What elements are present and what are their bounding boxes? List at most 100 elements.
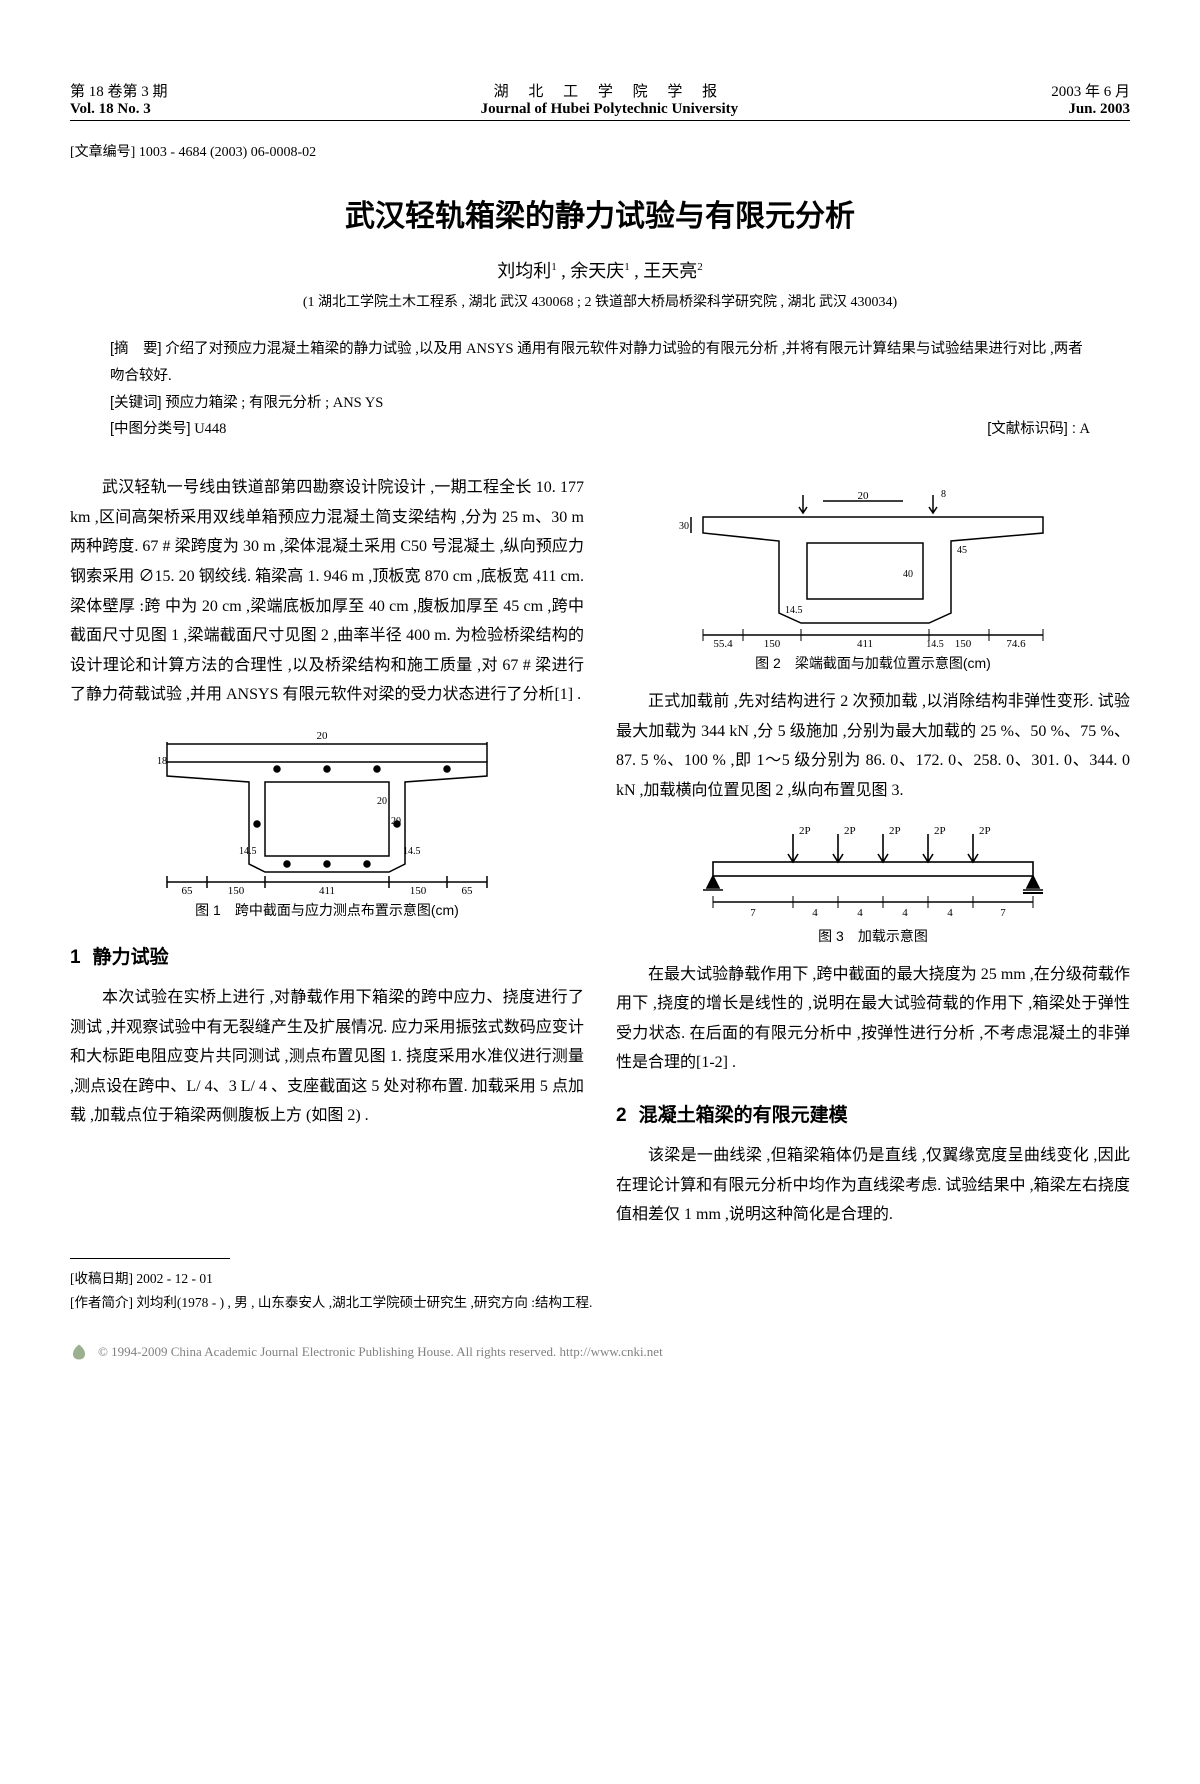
volume-zh: 第 18 卷第 3 期 (70, 80, 168, 101)
svg-text:30: 30 (679, 521, 689, 532)
header-right: 2003 年 6 月 Jun. 2003 (1051, 80, 1130, 118)
author-1: 刘均利 (497, 261, 551, 281)
section-1-num: 1 (70, 947, 81, 968)
classification-row: [中图分类号] U448 [文献标识码] : A (110, 416, 1090, 443)
col2-para-1: 正式加载前 ,先对结构进行 2 次预加载 ,以消除结构非弹性变形. 试验最大加载… (616, 687, 1130, 805)
journal-name-en: Journal of Hubei Polytechnic University (481, 101, 739, 118)
svg-text:411: 411 (857, 638, 873, 647)
abstract-block: [摘 要] 介绍了对预应力混凝土箱梁的静力试验 ,以及用 ANSYS 通用有限元… (110, 336, 1090, 443)
footer-notes: [收稿日期] 2002 - 12 - 01 [作者简介] 刘均利(1978 - … (70, 1267, 1130, 1316)
svg-text:4: 4 (857, 907, 863, 919)
article-id: [文章编号] 1003 - 4684 (2003) 06-0008-02 (70, 141, 1130, 161)
header-left: 第 18 卷第 3 期 Vol. 18 No. 3 (70, 80, 168, 118)
copyright-line: © 1994-2009 China Academic Journal Elect… (70, 1343, 1130, 1361)
journal-name-zh: 湖 北 工 学 院 学 报 (481, 80, 739, 101)
svg-text:14.5: 14.5 (926, 639, 944, 647)
left-column: 武汉轻轨一号线由铁道部第四勘察设计院设计 ,一期工程全长 10. 177 km … (70, 473, 584, 1234)
svg-text:14.5: 14.5 (403, 846, 421, 857)
abstract-line: [摘 要] 介绍了对预应力混凝土箱梁的静力试验 ,以及用 ANSYS 通用有限元… (110, 336, 1090, 390)
body-columns: 武汉轻轨一号线由铁道部第四勘察设计院设计 ,一期工程全长 10. 177 km … (70, 473, 1130, 1234)
abstract-label: [摘 要] (110, 341, 162, 357)
svg-text:40: 40 (903, 569, 913, 580)
figure-2-caption: 图 2 梁端截面与加载位置示意图(cm) (616, 653, 1130, 673)
leaf-icon (70, 1343, 88, 1361)
right-column: 20 8 30 40 45 14.5 55.4 150 411 14.5 150… (616, 473, 1130, 1234)
svg-text:45: 45 (957, 545, 967, 556)
svg-text:20: 20 (377, 796, 387, 807)
copyright-text: © 1994-2009 China Academic Journal Elect… (98, 1344, 663, 1360)
figure-3-svg: 2P 2P 2P 2P 2P 7 4 4 4 4 7 (693, 820, 1053, 920)
issue-date-en: Jun. 2003 (1051, 101, 1130, 118)
col2-para-2: 在最大试验静载作用下 ,跨中截面的最大挠度为 25 mm ,在分级荷载作用下 ,… (616, 960, 1130, 1078)
author-bio-text: 刘均利(1978 - ) , 男 , 山东泰安人 ,湖北工学院硕士研究生 ,研究… (136, 1295, 592, 1310)
clc-block: [中图分类号] U448 (110, 416, 226, 443)
svg-text:2P: 2P (799, 825, 811, 837)
header-rule (70, 120, 1130, 121)
section-2-heading: 2 混凝土箱梁的有限元建模 (616, 1100, 1130, 1127)
figure-1-svg: 20 18 14.5 14.5 20 20 65 150 411 150 65 (147, 724, 507, 894)
section-1-title: 静力试验 (93, 947, 169, 968)
received-date: 2002 - 12 - 01 (136, 1271, 213, 1286)
affil-sup: 2 (697, 261, 703, 273)
svg-text:7: 7 (1000, 907, 1006, 919)
svg-text:7: 7 (750, 907, 756, 919)
author-bio-line: [作者简介] 刘均利(1978 - ) , 男 , 山东泰安人 ,湖北工学院硕士… (70, 1291, 1130, 1315)
svg-text:2P: 2P (979, 825, 991, 837)
svg-text:2P: 2P (934, 825, 946, 837)
svg-text:150: 150 (764, 638, 781, 647)
svg-text:4: 4 (812, 907, 818, 919)
header-center: 湖 北 工 学 院 学 报 Journal of Hubei Polytechn… (481, 80, 739, 118)
figure-2-svg: 20 8 30 40 45 14.5 55.4 150 411 14.5 150… (673, 487, 1073, 647)
svg-text:74.6: 74.6 (1006, 638, 1026, 647)
svg-text:55.4: 55.4 (713, 638, 733, 647)
clc-code: U448 (194, 421, 226, 437)
svg-text:2P: 2P (889, 825, 901, 837)
abstract-text: 介绍了对预应力混凝土箱梁的静力试验 ,以及用 ANSYS 通用有限元软件对静力试… (110, 341, 1083, 384)
section-2-num: 2 (616, 1105, 627, 1126)
svg-text:150: 150 (228, 885, 245, 894)
svg-text:150: 150 (410, 885, 427, 894)
issue-date-zh: 2003 年 6 月 (1051, 80, 1130, 101)
figure-1-caption: 图 1 跨中截面与应力测点布置示意图(cm) (70, 900, 584, 920)
section-1-heading: 1 静力试验 (70, 942, 584, 969)
authors: 刘均利1 , 余天庆1 , 王天亮2 (70, 257, 1130, 283)
figure-3-caption: 图 3 加载示意图 (616, 926, 1130, 946)
keywords-text: 预应力箱梁 ; 有限元分析 ; ANS YS (165, 395, 383, 411)
header-row: 第 18 卷第 3 期 Vol. 18 No. 3 湖 北 工 学 院 学 报 … (70, 80, 1130, 118)
clc-label: [中图分类号] (110, 421, 191, 437)
svg-text:4: 4 (902, 907, 908, 919)
svg-text:150: 150 (955, 638, 972, 647)
volume-en: Vol. 18 No. 3 (70, 101, 168, 118)
doc-code: A (1080, 421, 1090, 437)
svg-text:20: 20 (391, 816, 401, 827)
doc-code-block: [文献标识码] : A (987, 416, 1090, 443)
section-2-para-1: 该梁是一曲线梁 ,但箱梁箱体仍是直线 ,仅翼缘宽度呈曲线变化 ,因此在理论计算和… (616, 1141, 1130, 1230)
intro-paragraph: 武汉轻轨一号线由铁道部第四勘察设计院设计 ,一期工程全长 10. 177 km … (70, 473, 584, 710)
paper-title: 武汉轻轨箱梁的静力试验与有限元分析 (70, 191, 1130, 235)
svg-text:411: 411 (319, 885, 335, 894)
author-2: 余天庆 (570, 261, 624, 281)
affil-sup: 1 (551, 261, 557, 273)
svg-text:20: 20 (858, 490, 870, 502)
received-date-line: [收稿日期] 2002 - 12 - 01 (70, 1267, 1130, 1291)
keywords-label: [关键词] (110, 395, 162, 411)
svg-text:14.5: 14.5 (785, 605, 803, 616)
svg-text:65: 65 (182, 885, 194, 894)
section-2-title: 混凝土箱梁的有限元建模 (639, 1105, 848, 1126)
author-bio-label: [作者简介] (70, 1295, 133, 1310)
doc-code-label: [文献标识码] : (987, 421, 1076, 437)
keywords-line: [关键词] 预应力箱梁 ; 有限元分析 ; ANS YS (110, 390, 1090, 417)
svg-text:20: 20 (317, 730, 329, 742)
author-3: 王天亮 (643, 261, 697, 281)
received-date-label: [收稿日期] (70, 1271, 133, 1286)
section-1-para-1: 本次试验在实桥上进行 ,对静载作用下箱梁的跨中应力、挠度进行了测试 ,并观察试验… (70, 983, 584, 1131)
svg-text:8: 8 (941, 489, 946, 500)
svg-text:65: 65 (462, 885, 474, 894)
footer-separator (70, 1258, 230, 1259)
affil-sup: 1 (624, 261, 630, 273)
figure-1: 20 18 14.5 14.5 20 20 65 150 411 150 65 … (70, 724, 584, 920)
svg-text:4: 4 (947, 907, 953, 919)
svg-text:14.5: 14.5 (239, 846, 257, 857)
svg-text:18: 18 (157, 756, 167, 767)
figure-3: 2P 2P 2P 2P 2P 7 4 4 4 4 7 图 3 加载示意图 (616, 820, 1130, 946)
